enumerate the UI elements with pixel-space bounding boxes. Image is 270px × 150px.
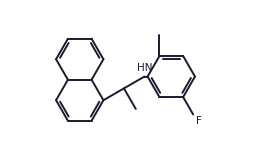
Text: F: F: [195, 116, 201, 126]
Text: HN: HN: [137, 63, 152, 73]
